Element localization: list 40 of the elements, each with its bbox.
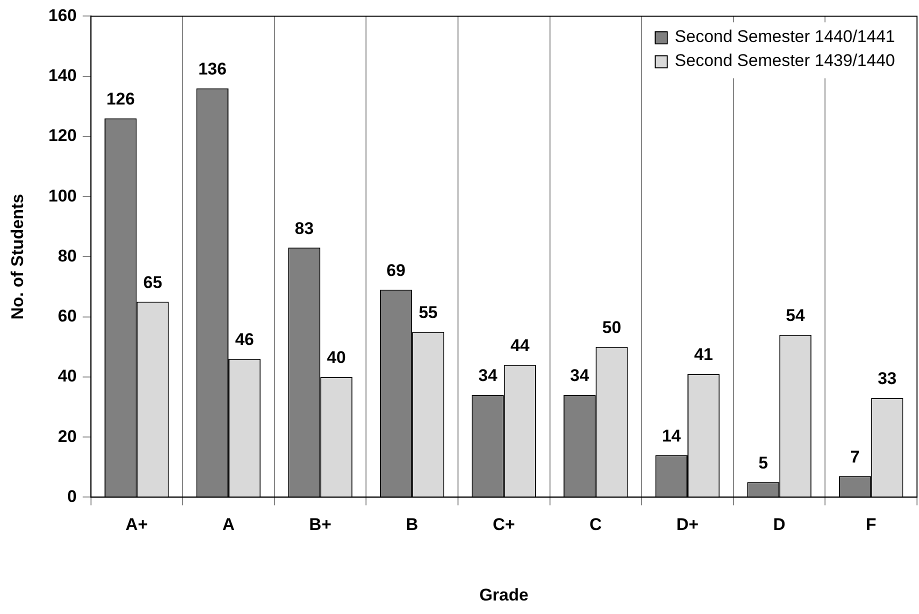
legend-label: Second Semester 1439/1440 xyxy=(674,50,896,70)
x-tick-label: C xyxy=(590,515,602,534)
y-tick-label: 20 xyxy=(58,426,77,446)
data-label: 33 xyxy=(878,369,897,388)
x-tick-label: D+ xyxy=(676,515,699,534)
y-tick-label: 140 xyxy=(48,66,77,86)
data-label: 34 xyxy=(570,366,590,386)
data-label: 55 xyxy=(418,303,438,322)
data-label: 40 xyxy=(326,348,346,368)
legend-label: Second Semester 1440/1441 xyxy=(674,26,896,46)
x-tick-label: F xyxy=(866,515,876,534)
y-tick-label: 160 xyxy=(48,6,77,25)
data-label: 41 xyxy=(694,345,714,364)
data-label: 46 xyxy=(235,330,254,350)
x-tick-label: D xyxy=(773,515,786,534)
x-tick-label: A xyxy=(222,515,235,534)
x-tick-label: A+ xyxy=(126,515,148,534)
data-label: 136 xyxy=(198,60,227,79)
data-label: 65 xyxy=(143,272,162,292)
data-label: 5 xyxy=(758,453,768,472)
y-tick-label: 80 xyxy=(58,246,77,266)
data-label: 83 xyxy=(294,218,314,238)
data-label: 126 xyxy=(106,90,135,109)
y-tick-label: 60 xyxy=(58,306,77,326)
data-label: 14 xyxy=(662,426,682,446)
data-label: 34 xyxy=(478,366,498,386)
data-label: 54 xyxy=(786,306,806,326)
y-tick-label: 120 xyxy=(48,126,77,146)
x-tick-label: B xyxy=(406,515,418,534)
data-label: 69 xyxy=(386,260,406,280)
y-tick-label: 40 xyxy=(58,366,77,386)
data-label: 7 xyxy=(850,447,860,466)
data-label: 50 xyxy=(602,318,622,338)
y-tick-label: 0 xyxy=(67,486,77,506)
x-tick-label: B+ xyxy=(309,515,332,534)
y-axis-title: No. of Students xyxy=(8,194,27,320)
x-axis-title: Grade xyxy=(479,585,528,604)
data-label: 44 xyxy=(510,336,530,356)
y-tick-label: 100 xyxy=(48,186,77,206)
x-tick-label: C+ xyxy=(492,515,516,534)
